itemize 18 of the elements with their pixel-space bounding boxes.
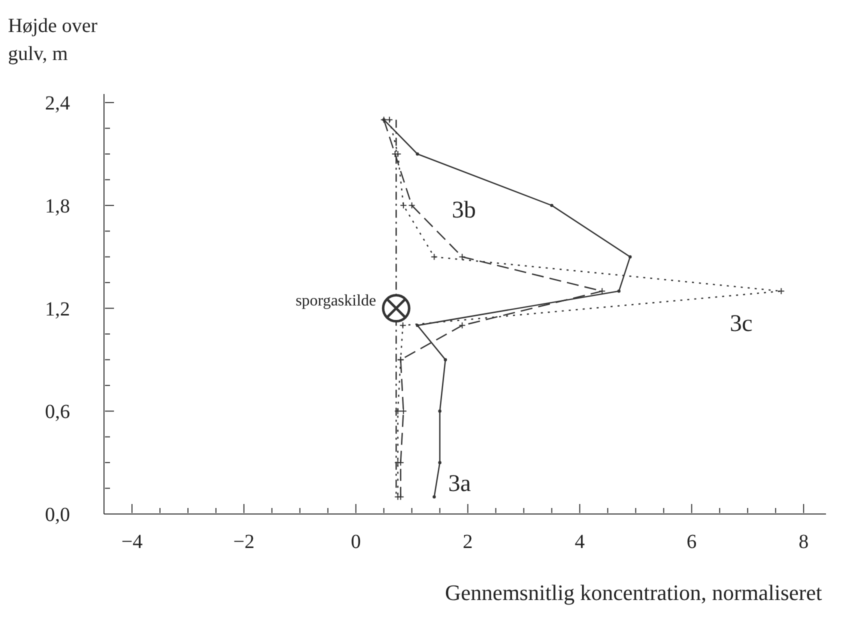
y-tick-label: 2,4 xyxy=(45,92,70,115)
y-tick-label: 1,8 xyxy=(45,195,70,218)
series-label: 3c xyxy=(730,311,753,338)
x-tick-label: −4 xyxy=(121,531,143,553)
series-label: 3b xyxy=(452,197,476,224)
x-tick-label: 8 xyxy=(798,531,809,553)
x-tick-label: 4 xyxy=(574,531,585,553)
y-axis-title: Højde over gulv, m xyxy=(8,14,98,67)
y-tick-label: 0,6 xyxy=(45,401,70,424)
annotation: sporgaskilde xyxy=(296,292,376,310)
x-tick-label: 2 xyxy=(462,531,473,553)
y-tick-label: 1,2 xyxy=(45,298,70,320)
x-tick-label: 0 xyxy=(350,531,361,553)
y-tick-label: 0,0 xyxy=(45,504,70,526)
x-tick-label: 6 xyxy=(686,531,697,553)
series-label: 3a xyxy=(448,470,472,497)
x-tick-label: −2 xyxy=(233,531,255,553)
x-axis-title: Gennemsnitlig koncentration, normaliseret xyxy=(445,580,822,605)
